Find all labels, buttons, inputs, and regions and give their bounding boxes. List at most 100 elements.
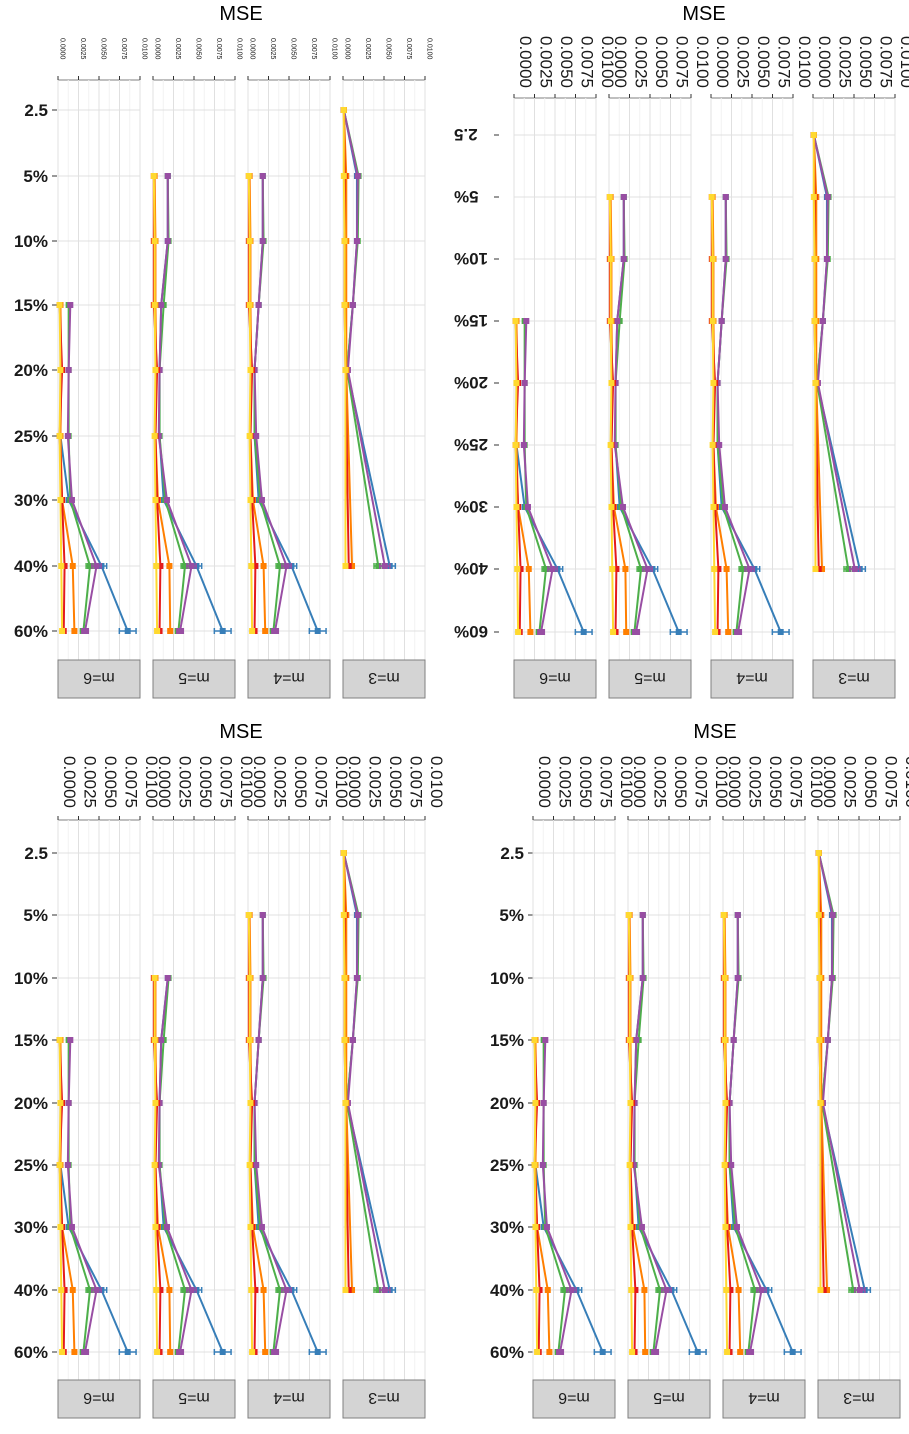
series-line (157, 176, 193, 632)
tick-label: 0.0075 (216, 756, 235, 808)
data-point (354, 173, 361, 179)
series-line (627, 914, 634, 1353)
series-line (812, 134, 856, 570)
data-point (739, 566, 746, 572)
data-point (158, 1037, 165, 1043)
facet-label: m=3 (368, 669, 400, 686)
category-label: 15% (490, 1031, 524, 1050)
data-point (342, 563, 349, 569)
data-point (531, 1162, 538, 1168)
data-point (164, 173, 171, 179)
category-label: 30% (14, 491, 48, 510)
data-point (532, 1224, 539, 1230)
data-point (381, 563, 388, 569)
tick-label: 0.0075 (672, 36, 691, 88)
data-point (711, 566, 718, 572)
facet-panel-m=5: 0.0000 0.0025 0.0050 0.0075 0.0100 m=5 (606, 36, 712, 699)
data-point (155, 1162, 162, 1168)
facet-panel-m=4: 0.0000 0.0025 0.0050 0.0075 0.0100 m=4 (720, 756, 826, 1419)
tick-label: 0.0050 (557, 36, 576, 88)
facet-label: m=6 (83, 669, 115, 686)
series-line (342, 852, 386, 1291)
facet-panel-m=3: 0.0000 0.0025 0.0050 0.0075 0.0100 m=3 (810, 36, 909, 699)
facet-label: m=6 (539, 669, 571, 686)
category-label: 5% (23, 906, 48, 925)
data-point (124, 1349, 131, 1355)
facet-label: m=4 (273, 1389, 305, 1406)
facet-strip (247, 1379, 331, 1419)
data-point (532, 1100, 539, 1106)
data-point (247, 1100, 254, 1106)
data-point (353, 975, 360, 981)
category-label: 60% (490, 1343, 524, 1362)
data-point (59, 1349, 66, 1355)
data-point (663, 1287, 670, 1293)
data-point (188, 563, 195, 569)
tick-label: 0.0100 (693, 36, 712, 88)
category-label: 2.5 (454, 125, 478, 144)
data-point (642, 1349, 649, 1355)
data-point (247, 1224, 254, 1230)
data-point (219, 628, 226, 634)
data-point (810, 194, 817, 200)
data-point (549, 566, 556, 572)
data-point (154, 1349, 161, 1355)
data-point (626, 1037, 633, 1043)
data-point (164, 238, 171, 244)
tick-label: 0.0000 (345, 756, 364, 808)
facet-label: m=6 (83, 1389, 115, 1406)
category-label: 60% (14, 622, 48, 641)
chart-title: MSE (219, 3, 262, 25)
tick-label: 0.0100 (140, 38, 147, 60)
data-point (283, 1287, 290, 1293)
data-point (341, 975, 348, 981)
data-point (349, 1287, 356, 1293)
tick-label: 0.0100 (897, 36, 909, 88)
data-point (151, 433, 158, 439)
data-point (150, 173, 157, 179)
series-line (541, 1039, 573, 1353)
facet-panel-m=5: 0.0000 0.0025 0.0050 0.0075 0.0100 m=5 (150, 756, 256, 1419)
data-point (815, 850, 822, 856)
tick-label: 0.0075 (406, 756, 425, 808)
facet-strip (513, 659, 597, 699)
facet-strip (608, 659, 692, 699)
data-point (811, 318, 818, 324)
data-point (534, 1349, 541, 1355)
tick-label: 0.0025 (650, 756, 669, 808)
category-label: 40% (14, 1281, 48, 1300)
category-label: 5% (454, 187, 479, 206)
data-point (610, 629, 617, 635)
data-point (260, 563, 267, 569)
data-point (568, 1287, 575, 1293)
series-line (817, 852, 829, 1291)
data-point (249, 1349, 256, 1355)
facet-panel-m=6: 0.0000 0.0025 0.0050 0.0075 0.0100 m=6 (56, 38, 147, 699)
series-line (710, 196, 717, 633)
data-point (709, 442, 716, 448)
tick-label: 0.0025 (174, 38, 181, 60)
data-point (340, 912, 347, 918)
series-line (342, 110, 347, 566)
tick-label: 0.0050 (861, 756, 880, 808)
facet-panel-m=3: 0.0000 0.0025 0.0050 0.0075 0.0100 m=3 (340, 756, 446, 1419)
data-point (61, 1287, 68, 1293)
data-point (724, 1349, 731, 1355)
tick-label: 0.0050 (384, 38, 391, 60)
tick-label: 0.0000 (535, 756, 554, 808)
data-point (639, 912, 646, 918)
tick-label: 0.0000 (60, 756, 79, 808)
data-point (712, 629, 719, 635)
data-point (810, 132, 817, 138)
data-point (57, 497, 64, 503)
data-point (725, 629, 732, 635)
data-point (851, 566, 858, 572)
data-point (845, 566, 852, 572)
data-point (561, 1287, 568, 1293)
data-point (608, 504, 615, 510)
data-point (342, 1100, 349, 1106)
category-label: 15% (14, 296, 48, 315)
data-point (623, 629, 630, 635)
data-point (181, 563, 188, 569)
